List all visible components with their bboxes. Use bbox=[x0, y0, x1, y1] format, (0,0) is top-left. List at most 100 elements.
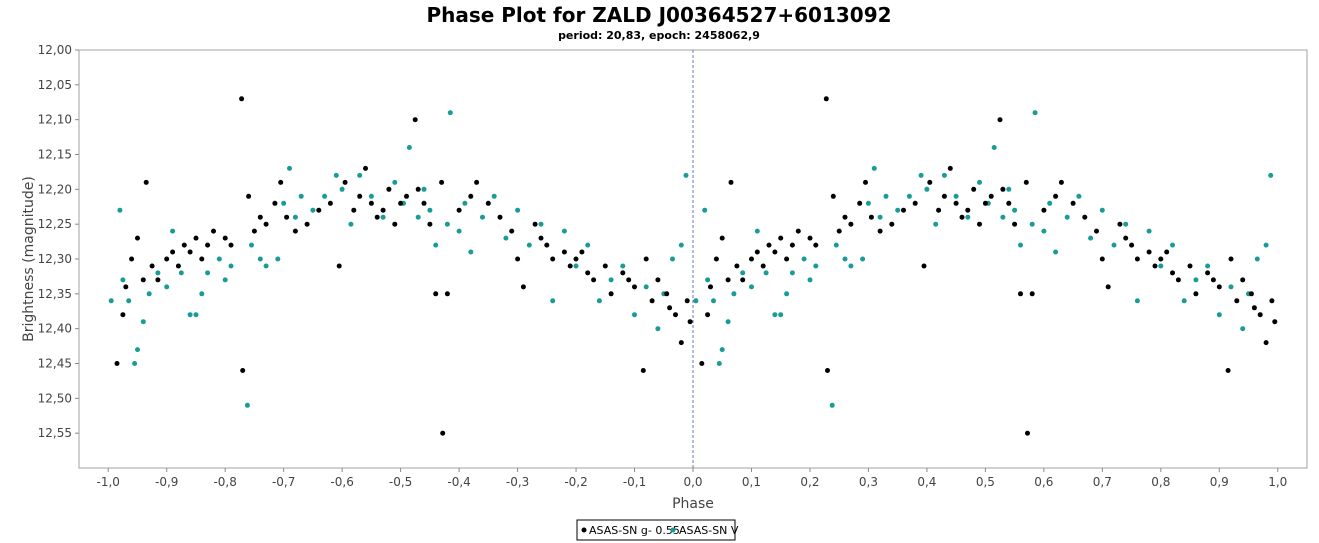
data-point-v bbox=[298, 193, 304, 199]
data-point-v bbox=[222, 277, 228, 283]
data-point-g bbox=[699, 361, 705, 366]
data-point-v bbox=[953, 193, 959, 199]
data-point-g bbox=[863, 179, 868, 185]
data-point-v bbox=[705, 277, 711, 283]
data-point-g bbox=[1012, 221, 1018, 227]
data-point-g bbox=[1187, 263, 1193, 269]
data-point-v bbox=[632, 312, 637, 318]
data-point-g bbox=[830, 193, 836, 199]
data-point-v bbox=[683, 172, 689, 178]
data-point-v bbox=[608, 277, 614, 283]
data-point-v bbox=[1134, 298, 1140, 304]
data-point-g bbox=[538, 235, 544, 241]
legend-marker-g bbox=[581, 527, 587, 533]
data-point-v bbox=[444, 221, 450, 227]
data-point-v bbox=[462, 200, 468, 206]
data-point-g bbox=[175, 263, 181, 269]
data-point-g bbox=[1225, 368, 1231, 373]
data-point-g bbox=[199, 256, 205, 262]
x-tick-label: -0,5 bbox=[389, 475, 412, 489]
data-point-g bbox=[474, 179, 480, 185]
data-point-g bbox=[251, 228, 257, 234]
data-point-g bbox=[392, 221, 398, 227]
data-point-g bbox=[1134, 256, 1140, 262]
data-point-v bbox=[813, 263, 819, 269]
data-point-v bbox=[829, 402, 835, 408]
data-point-g bbox=[927, 179, 933, 185]
data-point-g bbox=[1000, 186, 1006, 192]
data-point-v bbox=[480, 214, 485, 220]
x-tick-label: 0,1 bbox=[742, 475, 761, 489]
data-point-g bbox=[1123, 235, 1129, 241]
data-point-g bbox=[532, 221, 538, 227]
data-point-g bbox=[515, 256, 521, 262]
data-point-g bbox=[304, 221, 310, 227]
data-point-g bbox=[181, 242, 187, 248]
data-point-g bbox=[1251, 305, 1257, 311]
y-tick-label: 12,10 bbox=[38, 113, 72, 127]
data-point-v bbox=[778, 312, 784, 318]
y-tick-label: 12,15 bbox=[38, 148, 72, 162]
x-tick-label: 0,3 bbox=[859, 475, 878, 489]
data-point-v bbox=[421, 186, 427, 192]
data-point-g bbox=[1070, 200, 1076, 206]
data-point-v bbox=[1170, 242, 1175, 248]
data-point-g bbox=[789, 242, 795, 248]
data-point-g bbox=[1058, 179, 1064, 185]
data-point-g bbox=[240, 368, 246, 373]
data-point-g bbox=[1234, 298, 1240, 304]
data-point-g bbox=[632, 284, 637, 290]
data-point-v bbox=[380, 214, 386, 220]
data-point-g bbox=[1146, 249, 1152, 255]
data-point-v bbox=[865, 200, 871, 206]
data-point-g bbox=[509, 228, 515, 234]
data-point-g bbox=[170, 249, 176, 255]
data-point-g bbox=[1193, 291, 1199, 297]
x-tick-label: 0,2 bbox=[800, 475, 819, 489]
x-tick-label: 0,8 bbox=[1151, 475, 1170, 489]
data-point-g bbox=[988, 193, 994, 199]
data-point-g bbox=[412, 117, 418, 123]
data-point-g bbox=[468, 193, 474, 199]
data-point-g bbox=[316, 207, 322, 213]
data-point-g bbox=[608, 291, 614, 297]
data-point-g bbox=[971, 186, 977, 192]
data-point-v bbox=[287, 165, 292, 171]
data-point-g bbox=[579, 249, 585, 255]
data-point-g bbox=[1129, 242, 1135, 248]
data-point-v bbox=[711, 298, 716, 304]
data-point-g bbox=[749, 256, 754, 262]
data-point-g bbox=[129, 256, 135, 262]
data-point-g bbox=[728, 179, 734, 185]
data-point-g bbox=[857, 200, 863, 206]
data-point-g bbox=[1164, 249, 1170, 255]
data-point-g bbox=[485, 200, 491, 206]
data-point-g bbox=[1210, 277, 1216, 283]
data-point-g bbox=[649, 298, 655, 304]
data-point-v bbox=[178, 270, 184, 276]
data-point-g bbox=[114, 361, 120, 366]
y-tick-label: 12,40 bbox=[38, 322, 72, 336]
data-point-g bbox=[263, 221, 269, 227]
data-point-g bbox=[143, 179, 149, 185]
x-axis-ticks: -1,0 -0,9 -0,8 -0,7 -0,6 -0,5 -0,4 -0,3 -0,2 -0,1… bbox=[97, 468, 1287, 489]
data-point-v bbox=[415, 214, 421, 220]
data-point-v bbox=[924, 186, 930, 192]
data-point-v bbox=[895, 207, 901, 213]
data-point-v bbox=[468, 249, 474, 255]
data-point-g bbox=[398, 200, 404, 206]
x-tick-label: -0,2 bbox=[564, 475, 587, 489]
data-point-g bbox=[433, 291, 439, 297]
data-point-v bbox=[132, 361, 138, 366]
data-point-g bbox=[836, 228, 842, 234]
data-point-g bbox=[640, 368, 646, 373]
data-point-v bbox=[193, 312, 199, 318]
data-point-v bbox=[406, 145, 412, 150]
data-point-v bbox=[117, 207, 123, 213]
data-point-g bbox=[901, 207, 906, 213]
data-point-v bbox=[789, 270, 795, 276]
data-point-g bbox=[550, 256, 556, 262]
data-point-v bbox=[1047, 200, 1053, 206]
x-tick-label: -0,1 bbox=[623, 475, 646, 489]
data-point-v bbox=[693, 298, 699, 304]
